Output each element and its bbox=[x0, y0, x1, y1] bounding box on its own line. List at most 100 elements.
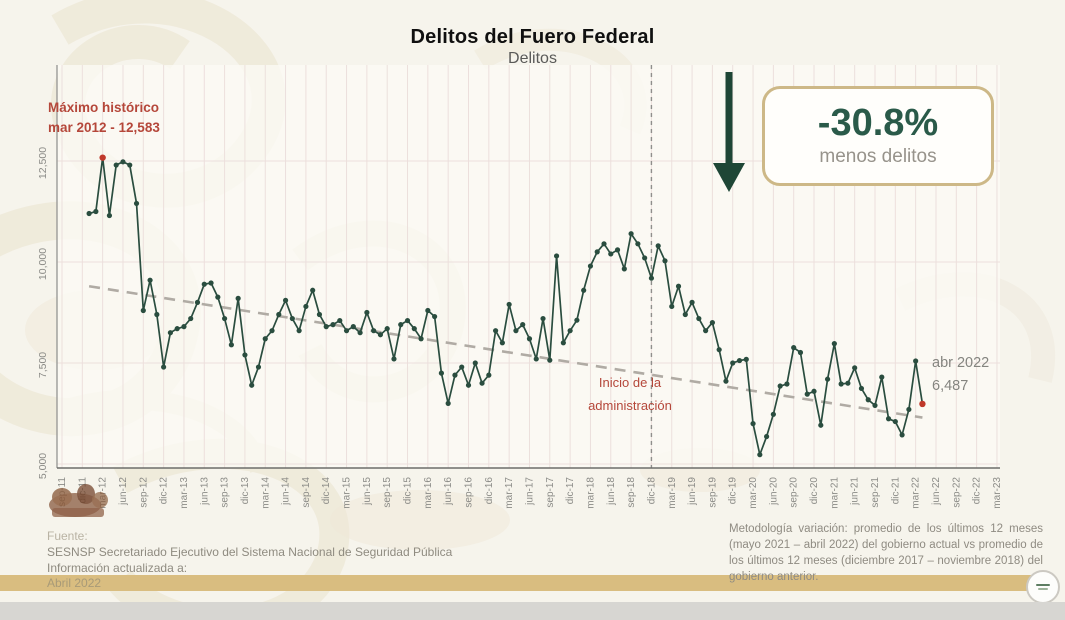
methodology-note: Metodología variación: promedio de los ú… bbox=[729, 523, 1043, 583]
data-point bbox=[188, 315, 194, 322]
x-tick-label: jun-13 bbox=[199, 477, 210, 506]
data-point bbox=[642, 255, 648, 261]
trend-dashed-line bbox=[88, 284, 923, 419]
data-point bbox=[350, 324, 356, 330]
x-tick-label: sep-22 bbox=[951, 477, 962, 508]
data-point bbox=[831, 341, 837, 347]
data-point bbox=[330, 322, 336, 328]
page-subtitle: Delitos bbox=[508, 50, 557, 67]
data-point bbox=[520, 322, 526, 328]
data-point bbox=[723, 378, 729, 384]
data-point bbox=[852, 365, 858, 371]
data-point bbox=[86, 210, 92, 217]
data-point bbox=[276, 311, 282, 318]
max-historic-line2: mar 2012 - 12,583 bbox=[48, 120, 160, 136]
data-point bbox=[269, 328, 275, 334]
y-tick-label: 12,500 bbox=[37, 147, 49, 179]
data-point bbox=[235, 295, 241, 301]
data-point bbox=[303, 303, 309, 310]
x-tick-label: dic-22 bbox=[972, 477, 983, 505]
down-arrow-icon bbox=[713, 72, 745, 192]
data-point bbox=[777, 383, 783, 389]
data-point bbox=[323, 324, 329, 330]
data-point bbox=[547, 357, 553, 363]
data-point bbox=[411, 326, 417, 332]
x-tick-label: jun-12 bbox=[118, 477, 129, 506]
x-tick-label: dic-21 bbox=[890, 477, 901, 505]
data-point bbox=[804, 391, 810, 397]
data-point bbox=[343, 328, 350, 334]
data-point bbox=[357, 330, 363, 336]
data-point bbox=[364, 309, 370, 316]
data-point bbox=[675, 283, 682, 289]
x-tick-label: mar-12 bbox=[98, 477, 109, 509]
gold-footer-band bbox=[0, 575, 1043, 591]
data-point bbox=[384, 326, 390, 332]
seal-badge-mark bbox=[1038, 588, 1048, 590]
data-point bbox=[581, 287, 587, 293]
data-point bbox=[540, 315, 546, 322]
data-point bbox=[249, 382, 255, 388]
x-tick-label: mar-19 bbox=[667, 477, 678, 509]
y-tick-label: 5,000 bbox=[37, 453, 49, 479]
data-point bbox=[228, 342, 234, 348]
source-name: SESNSP Secretariado Ejecutivo del Sistem… bbox=[47, 545, 453, 560]
data-point bbox=[764, 433, 770, 440]
series-polyline bbox=[88, 156, 924, 456]
x-tick-label: dic-18 bbox=[646, 477, 657, 505]
variation-percent: -30.8% bbox=[817, 102, 939, 145]
y-tick-label: 10,000 bbox=[37, 248, 49, 280]
data-point bbox=[736, 357, 743, 364]
data-point bbox=[689, 299, 695, 305]
data-point bbox=[885, 416, 892, 422]
data-point bbox=[770, 411, 776, 417]
x-tick-label: mar-18 bbox=[585, 477, 596, 509]
x-tick-label: dic-19 bbox=[728, 477, 739, 505]
data-point bbox=[418, 336, 424, 342]
x-tick-label: mar-21 bbox=[829, 477, 840, 509]
updated-label: Información actualizada a: bbox=[47, 561, 188, 576]
data-point bbox=[662, 258, 668, 264]
x-tick-label: sep-14 bbox=[301, 477, 312, 508]
data-point bbox=[161, 364, 167, 370]
data-point bbox=[106, 212, 113, 219]
data-point bbox=[906, 406, 912, 413]
data-point bbox=[506, 301, 512, 308]
data-point bbox=[425, 307, 431, 314]
bottom-letterbox bbox=[0, 602, 1065, 620]
x-tick-label: dic-14 bbox=[321, 477, 332, 505]
x-tick-label: sep-13 bbox=[220, 477, 231, 508]
last-point-annotation: abr 2022 6,487 bbox=[932, 352, 989, 398]
x-tick-label: mar-22 bbox=[911, 477, 922, 509]
data-point bbox=[913, 358, 919, 364]
data-point bbox=[791, 345, 797, 351]
source-label: Fuente: bbox=[47, 529, 88, 543]
administration-start-annotation: Inicio de la administración bbox=[560, 372, 700, 418]
x-tick-label: mar-14 bbox=[260, 477, 271, 509]
x-tick-label: sep-19 bbox=[707, 477, 718, 508]
data-point bbox=[797, 349, 804, 356]
data-point bbox=[222, 315, 228, 322]
data-point bbox=[533, 356, 539, 362]
data-point bbox=[621, 266, 627, 272]
data-point bbox=[892, 418, 898, 425]
x-tick-label: mar-16 bbox=[423, 477, 434, 509]
x-tick-label: mar-20 bbox=[748, 477, 759, 509]
data-point bbox=[696, 315, 702, 322]
data-point bbox=[879, 374, 885, 380]
y-tick-label: 7,500 bbox=[37, 352, 49, 378]
data-point bbox=[167, 330, 173, 336]
x-tick-label: dic-17 bbox=[565, 477, 576, 505]
data-point bbox=[493, 328, 499, 334]
data-point bbox=[818, 422, 824, 428]
data-point bbox=[310, 287, 316, 293]
x-tick-label: jun-16 bbox=[443, 477, 454, 506]
data-point bbox=[174, 326, 180, 332]
max-historic-line1: Máximo histórico bbox=[48, 100, 160, 115]
data-point bbox=[398, 322, 404, 328]
x-tick-label: mar-17 bbox=[504, 477, 515, 509]
x-tick-label: jun-18 bbox=[606, 477, 617, 506]
data-point bbox=[262, 336, 268, 342]
x-tick-label: jun-21 bbox=[850, 477, 861, 506]
